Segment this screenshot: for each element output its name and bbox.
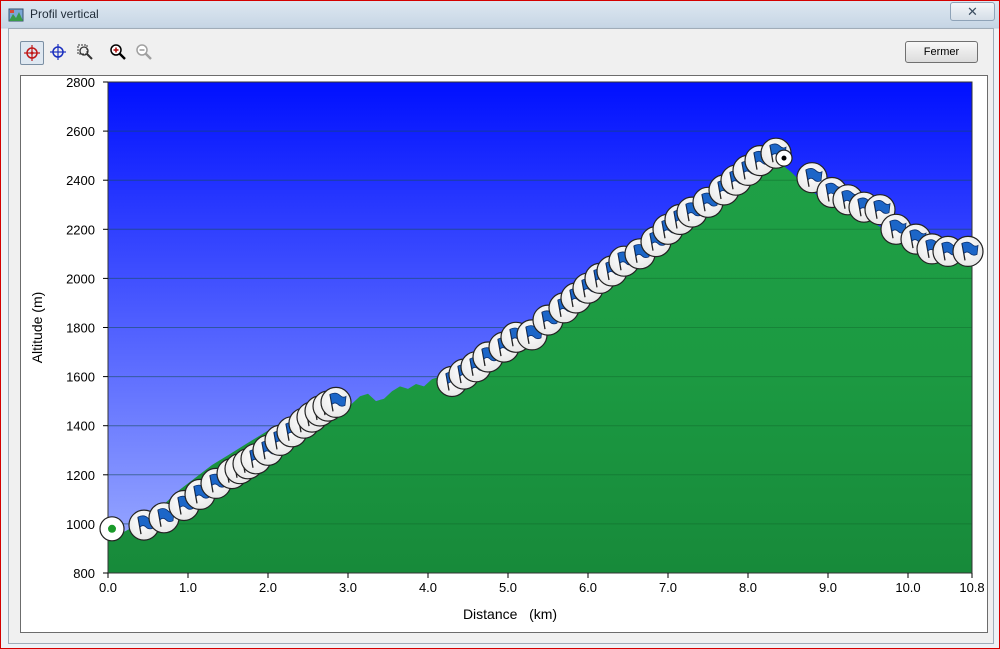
y-tick-label: 800 — [73, 566, 95, 581]
x-tick-label: 3.0 — [339, 580, 357, 595]
close-window-button[interactable]: ✕ — [950, 2, 995, 21]
crosshair-red-tool[interactable] — [20, 41, 44, 65]
fermer-button[interactable]: Fermer — [905, 41, 978, 63]
x-tick-label: 2.0 — [259, 580, 277, 595]
target-icon — [24, 45, 40, 61]
y-axis-label: Altitude (m) — [29, 292, 45, 364]
flag-icon — [157, 508, 175, 522]
flag-icon — [329, 392, 347, 407]
window-title: Profil vertical — [30, 7, 99, 21]
y-tick-label: 1800 — [66, 321, 95, 336]
waypoint-flag-marker — [952, 235, 984, 267]
zoom-box-tool[interactable] — [74, 41, 96, 63]
flag-icon — [961, 241, 979, 256]
y-tick-label: 1600 — [66, 370, 95, 385]
waypoint-flag-marker — [864, 194, 896, 226]
x-tick-label: 1.0 — [179, 580, 197, 595]
x-tick-label: 0.0 — [99, 580, 117, 595]
terrain-area — [108, 163, 972, 573]
profile-chart-panel: 800 1000 1200 1400 1600 1800 2000 2200 2400 2600 2… — [20, 75, 988, 633]
x-tick-label: 10.8 — [959, 580, 984, 595]
x-tick-label: 6.0 — [579, 580, 597, 595]
app-icon — [8, 7, 24, 23]
title-bar[interactable]: Profil vertical ✕ — [1, 1, 999, 28]
end-dot-icon — [781, 155, 787, 161]
y-tick-label: 1200 — [66, 468, 95, 483]
crosshair-blue-tool[interactable] — [47, 41, 69, 63]
zoom-out-icon — [136, 44, 152, 60]
x-tick-label: 5.0 — [499, 580, 517, 595]
x-axis-label: Distance (km) — [463, 606, 557, 622]
y-tick-label: 2000 — [66, 271, 95, 286]
flag-icon — [805, 168, 823, 182]
x-tick-label: 7.0 — [659, 580, 677, 595]
zoom-box-icon — [77, 44, 93, 60]
zoom-in-icon — [110, 44, 126, 60]
client-area: Fermer — [8, 28, 994, 644]
waypoint-flag-marker — [320, 386, 352, 418]
y-tick-label: 1400 — [66, 419, 95, 434]
x-tick-label: 4.0 — [419, 580, 437, 595]
waypoint-flag-marker — [796, 162, 828, 194]
flag-icon — [873, 200, 891, 214]
x-tick-label: 8.0 — [739, 580, 757, 595]
y-tick-label: 1000 — [66, 517, 95, 532]
start-marker — [99, 516, 125, 542]
start-dot-icon — [108, 524, 116, 533]
zoom-out-tool[interactable] — [133, 41, 155, 63]
zoom-in-tool[interactable] — [107, 41, 129, 63]
y-tick-label: 2800 — [66, 76, 95, 90]
crosshair-icon — [50, 44, 66, 60]
x-tick-label: 9.0 — [819, 580, 837, 595]
end-marker — [775, 149, 793, 167]
y-tick-label: 2200 — [66, 222, 95, 237]
y-tick-label: 2400 — [66, 173, 95, 188]
elevation-profile-chart: 800 1000 1200 1400 1600 1800 2000 2200 2400 2600 2… — [29, 75, 985, 622]
close-icon: ✕ — [967, 4, 978, 19]
y-tick-label: 2600 — [66, 124, 95, 139]
x-tick-label: 10.0 — [895, 580, 920, 595]
